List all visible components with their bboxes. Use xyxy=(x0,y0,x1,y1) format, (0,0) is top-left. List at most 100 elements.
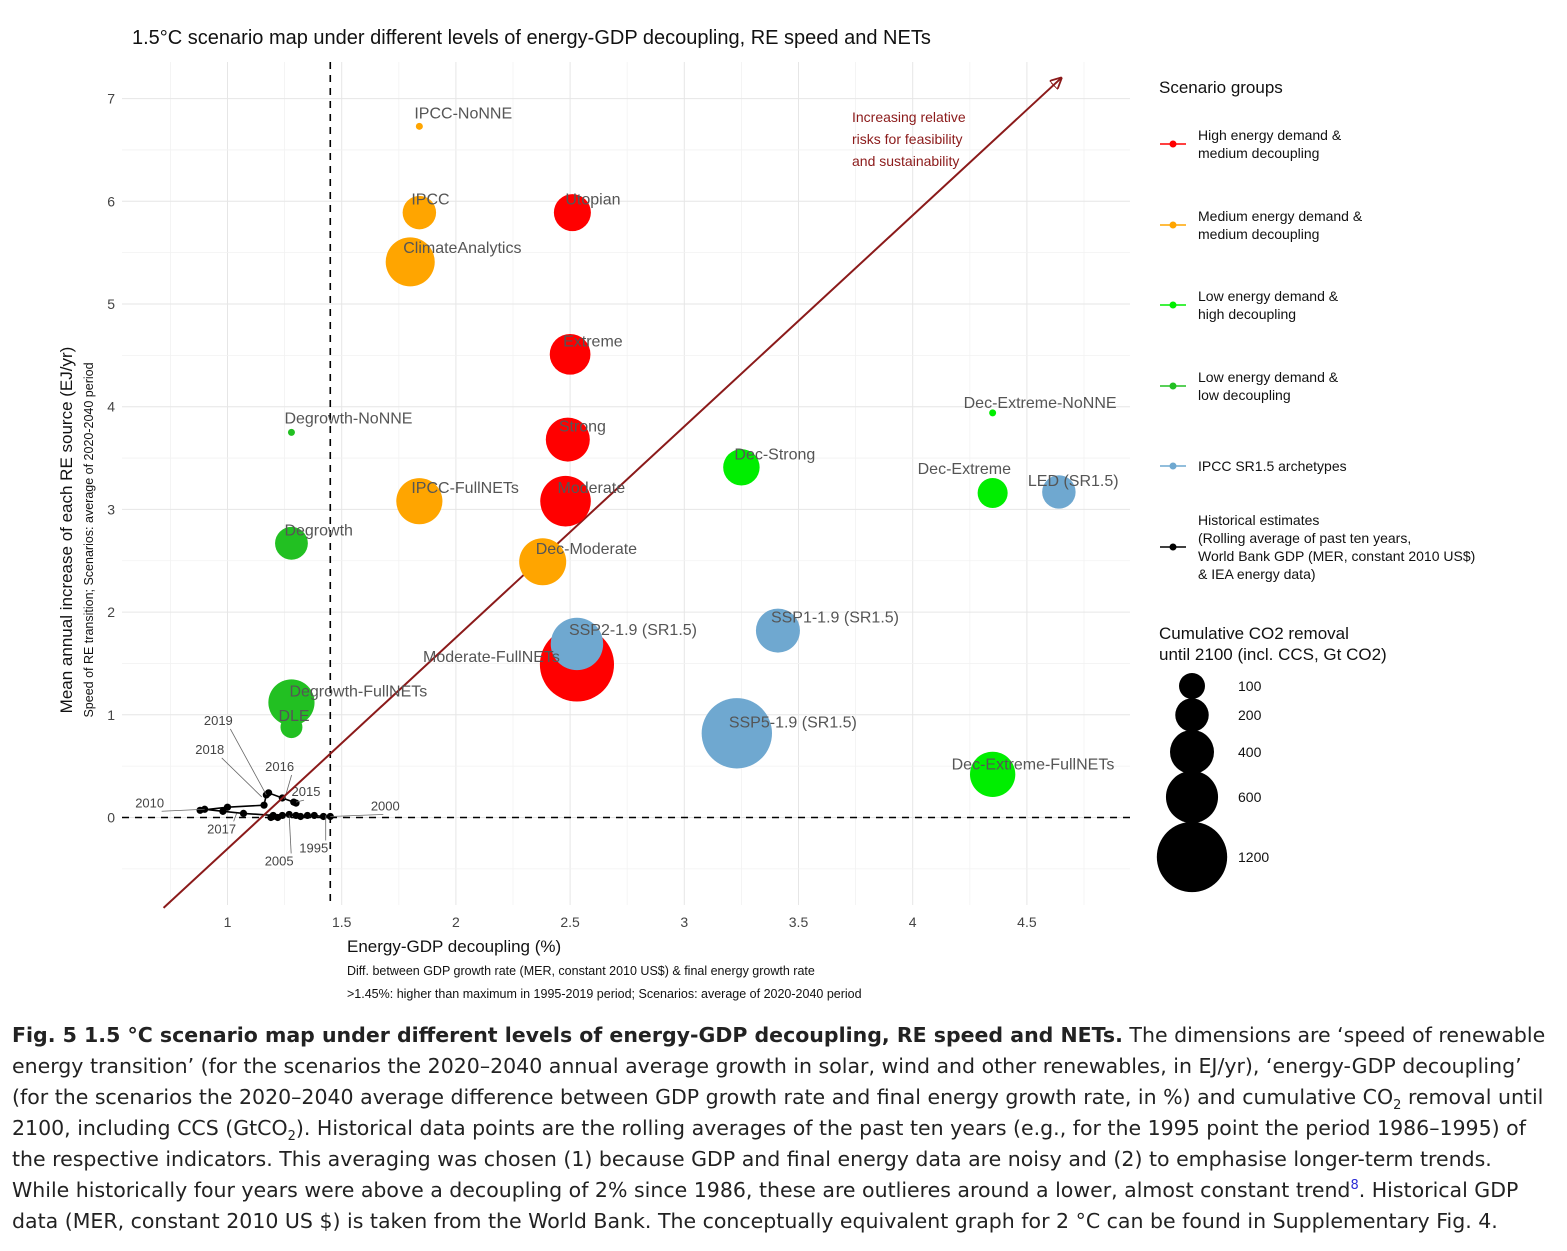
size-legend-label: 200 xyxy=(1238,707,1262,723)
size-legend-title: Cumulative CO2 removal xyxy=(1159,624,1349,643)
size-legend-label: 400 xyxy=(1238,744,1262,760)
scenario-point xyxy=(415,122,423,130)
y-axis-sublabel: Speed of RE transition; Scenarios: avera… xyxy=(82,362,96,717)
point-label: Dec-Moderate xyxy=(536,541,637,558)
y-axis-label: Mean annual increase of each RE source (… xyxy=(57,347,76,714)
scenario-point xyxy=(701,698,773,769)
y-tick-label: 0 xyxy=(107,810,115,826)
feasibility-arrow: Increasing relative risks for feasibility… xyxy=(162,78,1062,909)
historical-label-leader xyxy=(295,799,305,803)
scenario-point xyxy=(540,475,591,527)
y-tick-label: 1 xyxy=(107,707,115,723)
x-tick-label: 2 xyxy=(452,914,460,930)
legend-item-label: World Bank GDP (MER, constant 2010 US$) xyxy=(1198,548,1475,564)
historical-year-label: 1995 xyxy=(299,840,328,855)
legend-item-label: (Rolling average of past ten years, xyxy=(1198,530,1411,546)
point-label: IPCC-NoNNE xyxy=(414,105,512,122)
size-legend-label: 1200 xyxy=(1238,849,1269,865)
axes: 1 1.5 2 2.5 3 3.5 4 4.5 0 1 2 3 4 5 6 7 Energy-GDP decou… xyxy=(57,91,1037,1001)
size-legend-label: 100 xyxy=(1238,678,1262,694)
size-legend-title: until 2100 (incl. CCS, Gt CO2) xyxy=(1159,645,1387,664)
y-tick-label: 3 xyxy=(107,501,115,517)
legend-item-label: medium decoupling xyxy=(1198,145,1319,161)
historical-point xyxy=(260,801,268,809)
scenario-point xyxy=(553,194,591,232)
caption-sub-1: 2 xyxy=(1393,1098,1402,1114)
scenario-point xyxy=(275,526,308,560)
point-labels: IPCC-NoNNE IPCC Utopian ClimateAnalytics Ext… xyxy=(278,105,1118,773)
point-label: SSP1-1.9 (SR1.5) xyxy=(771,610,899,627)
caption-text-3: ). Historical data points are the rollin… xyxy=(12,1116,1526,1202)
x-tick-label: 4.5 xyxy=(1017,914,1037,930)
scenario-point xyxy=(977,477,1008,508)
x-axis-label: Energy-GDP decoupling (%) xyxy=(347,937,561,956)
scenario-point xyxy=(550,617,604,671)
historical-label-leader xyxy=(221,757,263,798)
size-legend-circle xyxy=(1170,730,1214,774)
scenario-point xyxy=(385,237,435,287)
legend: Scenario groups High energy demand & mediu… xyxy=(1156,78,1475,893)
caption-reference[interactable]: 8 xyxy=(1350,1178,1359,1194)
chart-title: 1.5°C scenario map under different level… xyxy=(132,27,931,49)
historical-point xyxy=(285,810,293,819)
y-tick-label: 5 xyxy=(107,296,115,312)
historical-point xyxy=(239,809,248,817)
historical-label-leader xyxy=(161,808,205,812)
historical-point xyxy=(265,789,273,797)
size-legend-circle xyxy=(1175,698,1209,732)
legend-item-label: high decoupling xyxy=(1198,306,1296,322)
historical-year-label: 2005 xyxy=(265,853,294,868)
point-label: LED (SR1.5) xyxy=(1028,473,1119,490)
historical-year-label: 2000 xyxy=(371,798,400,813)
point-label: Dec-Strong xyxy=(734,446,815,463)
legend-key-dot xyxy=(1169,301,1177,309)
legend-item-label: IPCC SR1.5 archetypes xyxy=(1198,458,1347,474)
scenario-point xyxy=(549,333,591,375)
y-tick-label: 7 xyxy=(107,91,115,107)
scenario-point xyxy=(268,679,315,726)
scenario-point xyxy=(519,538,567,586)
scenario-point xyxy=(287,428,295,436)
size-legend-circle xyxy=(1156,821,1228,893)
historical-year-label: 2018 xyxy=(195,742,224,757)
historical-point xyxy=(269,811,277,820)
scenario-point xyxy=(396,478,443,525)
arrow-label: and sustainability xyxy=(852,153,959,169)
x-tick-label: 4 xyxy=(909,914,917,930)
point-label: Degrowth-FullNETs xyxy=(289,683,427,700)
point-label: SSP5-1.9 (SR1.5) xyxy=(729,714,857,731)
x-tick-label: 3.5 xyxy=(789,914,809,930)
x-axis-sublabel: Diff. between GDP growth rate (MER, cons… xyxy=(347,964,815,978)
legend-item-label: High energy demand & xyxy=(1198,127,1342,143)
grid xyxy=(122,62,1130,905)
legend-item-label: low decoupling xyxy=(1198,387,1291,403)
x-tick-label: 1 xyxy=(224,914,232,930)
scenario-point xyxy=(755,608,800,653)
point-label: IPCC-FullNETs xyxy=(411,480,519,497)
caption-text-2: removal until 2100, including CCS (GtCO xyxy=(12,1085,1544,1140)
legend-item-label: Low energy demand & xyxy=(1198,369,1339,385)
scenario-point xyxy=(545,417,590,462)
point-label: Utopian xyxy=(565,192,620,209)
historical-point xyxy=(196,806,204,814)
x-tick-label: 2.5 xyxy=(560,914,580,930)
scenario-point xyxy=(280,716,303,739)
reference-lines xyxy=(122,62,1130,905)
historical-point xyxy=(292,811,300,820)
size-legend-circle xyxy=(1165,770,1219,824)
arrow-line xyxy=(162,78,1062,909)
point-label: IPCC xyxy=(411,192,449,209)
caption-label: Fig. 5 1.5 °C scenario map under differe… xyxy=(12,1023,1123,1047)
size-legend-label: 600 xyxy=(1238,789,1262,805)
figure-caption: Fig. 5 1.5 °C scenario map under differe… xyxy=(12,1020,1552,1237)
legend-item-label: Historical estimates xyxy=(1198,512,1319,528)
scenario-point xyxy=(989,409,997,417)
historical-series: 2019 2018 2016 2015 2010 2017 2000 2005 1995 xyxy=(135,713,400,869)
point-label: DLE xyxy=(278,708,309,725)
legend-key-dot xyxy=(1169,382,1177,390)
legend-key-dot xyxy=(1169,140,1177,148)
y-tick-label: 4 xyxy=(107,399,115,415)
historical-point xyxy=(310,811,318,820)
point-label: Dec-Extreme-NoNNE xyxy=(964,395,1117,412)
historical-point xyxy=(219,807,227,815)
